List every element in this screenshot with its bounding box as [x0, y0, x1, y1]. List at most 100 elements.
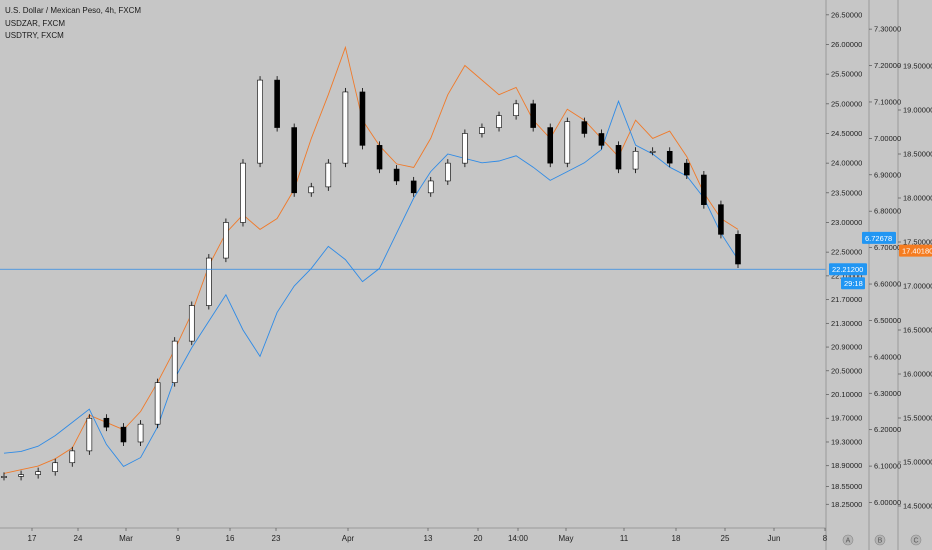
time-tick-label-1: 24 — [74, 534, 83, 543]
tick-label-C-2: 18.50000 — [903, 150, 932, 159]
tick-label-A-7: 23.00000 — [831, 218, 862, 227]
legend-usdzar[interactable]: USDZAR, FXCM — [5, 18, 65, 28]
tick-label-C-3: 18.00000 — [903, 194, 932, 203]
series-lines — [3, 45, 739, 474]
candle-body-24 — [410, 180, 417, 194]
tick-label-B-9: 6.40000 — [874, 352, 901, 361]
candle-body-32 — [547, 127, 554, 164]
last-value-b-box — [862, 231, 896, 244]
tick-label-A-14: 20.10000 — [831, 390, 862, 399]
candle-body-31 — [530, 103, 536, 128]
candle-body-33 — [564, 121, 571, 164]
candle-body-34 — [581, 121, 588, 134]
legend: U.S. Dollar / Mexican Peso, 4h, FXCM USD… — [5, 5, 141, 43]
tick-label-A-13: 20.50000 — [831, 366, 862, 375]
candle-body-25 — [427, 180, 434, 194]
candle-body-29 — [496, 115, 502, 128]
tick-label-C-9: 15.00000 — [903, 458, 932, 467]
candle-body-21 — [359, 91, 366, 146]
tick-label-B-8: 6.50000 — [874, 316, 901, 325]
series-line-2 — [3, 99, 739, 467]
candle-body-39 — [666, 150, 673, 164]
candle-body-2 — [35, 471, 41, 475]
candle-body-7 — [120, 426, 127, 443]
tick-label-A-16: 19.30000 — [831, 437, 862, 446]
price-scales[interactable]: 26.50000 26.00000 25.50000 25.00000 24.50000… — [825, 0, 932, 550]
candle-body-18 — [308, 186, 315, 194]
candle-body-36 — [615, 145, 622, 170]
tick-label-B-3: 7.00000 — [874, 134, 901, 143]
candles — [1, 76, 741, 481]
candle-body-37 — [632, 150, 639, 170]
tick-label-B-12: 6.10000 — [874, 462, 901, 471]
candle-body-1 — [18, 474, 24, 477]
tick-label-B-0: 7.30000 — [874, 25, 901, 34]
time-axis[interactable]: 17 24 Mar 9 16 23 Apr 13 20 14:00 May 11 18 25 Jun 8 — [0, 527, 828, 543]
candle-body-40 — [683, 162, 690, 176]
candle-body-17 — [291, 127, 297, 194]
axis-letter-circle-A — [842, 534, 854, 546]
time-tick-label-0: 17 — [28, 534, 37, 543]
tick-label-B-6: 6.70000 — [874, 243, 901, 252]
time-tick-label-10: May — [558, 534, 573, 543]
candle-body-4 — [69, 450, 76, 464]
tick-label-A-2: 25.50000 — [831, 70, 862, 79]
axis-letter-circle-C — [910, 534, 922, 546]
tick-label-A-9: 22.10000 — [831, 271, 862, 280]
last-value-a-box — [829, 263, 867, 276]
tick-label-A-1: 26.00000 — [831, 40, 862, 49]
candle-body-3 — [52, 462, 59, 472]
time-tick-label-6: Apr — [342, 534, 355, 543]
tick-label-B-7: 6.60000 — [874, 280, 901, 289]
time-tick-label-11: 11 — [620, 534, 629, 543]
countdown: 29:18 — [844, 279, 863, 288]
tick-label-A-11: 21.30000 — [831, 319, 862, 328]
candle-body-5 — [86, 417, 93, 452]
time-tick-label-5: 23 — [272, 534, 281, 543]
tick-label-A-17: 18.90000 — [831, 461, 862, 470]
tick-label-C-1: 19.00000 — [903, 106, 932, 115]
candle-body-27 — [462, 133, 468, 164]
time-tick-label-12: 18 — [672, 534, 681, 543]
time-tick-label-3: 9 — [176, 534, 181, 543]
tick-label-A-5: 24.00000 — [831, 159, 862, 168]
last-value-b: 6.72678 — [865, 234, 892, 243]
tick-label-B-10: 6.30000 — [874, 389, 901, 398]
candle-body-30 — [513, 103, 519, 116]
tick-label-A-0: 26.50000 — [831, 10, 862, 19]
candle-body-20 — [342, 91, 349, 164]
tick-label-C-7: 16.00000 — [903, 370, 932, 379]
tick-label-B-4: 6.90000 — [874, 170, 901, 179]
axis-letter-circle-B — [874, 534, 886, 546]
candle-body-14 — [240, 162, 246, 223]
last-value-a: 22.21200 — [832, 265, 863, 274]
candle-body-11 — [188, 305, 195, 342]
time-tick-label-2: Mar — [119, 534, 133, 543]
candle-body-10 — [171, 340, 178, 383]
tick-label-B-1: 7.20000 — [874, 61, 901, 70]
tick-label-A-15: 19.70000 — [831, 414, 862, 423]
time-tick-label-4: 16 — [226, 534, 235, 543]
time-tick-label-7: 13 — [424, 534, 433, 543]
axis-letter-B: B — [878, 538, 883, 545]
tick-label-B-2: 7.10000 — [874, 97, 901, 106]
tick-label-A-6: 23.50000 — [831, 188, 862, 197]
candle-body-0 — [1, 476, 7, 478]
tick-label-B-11: 6.20000 — [874, 425, 901, 434]
tick-label-A-12: 20.90000 — [831, 343, 862, 352]
axis-letter-C: C — [913, 538, 918, 545]
tick-label-A-10: 21.70000 — [831, 295, 862, 304]
legend-main-series[interactable]: U.S. Dollar / Mexican Peso, 4h, FXCM — [5, 6, 142, 15]
time-tick-label-15: 8 — [823, 534, 828, 543]
tick-label-A-3: 25.00000 — [831, 99, 862, 108]
candle-body-19 — [325, 162, 332, 188]
candle-body-6 — [103, 417, 110, 428]
legend-usdtry[interactable]: USDTRY, FXCM — [5, 31, 64, 40]
candle-body-9 — [154, 382, 161, 425]
candle-body-42 — [718, 204, 724, 235]
candle-body-35 — [598, 133, 605, 146]
tick-label-C-5: 17.00000 — [903, 282, 932, 291]
time-tick-label-13: 25 — [721, 534, 730, 543]
